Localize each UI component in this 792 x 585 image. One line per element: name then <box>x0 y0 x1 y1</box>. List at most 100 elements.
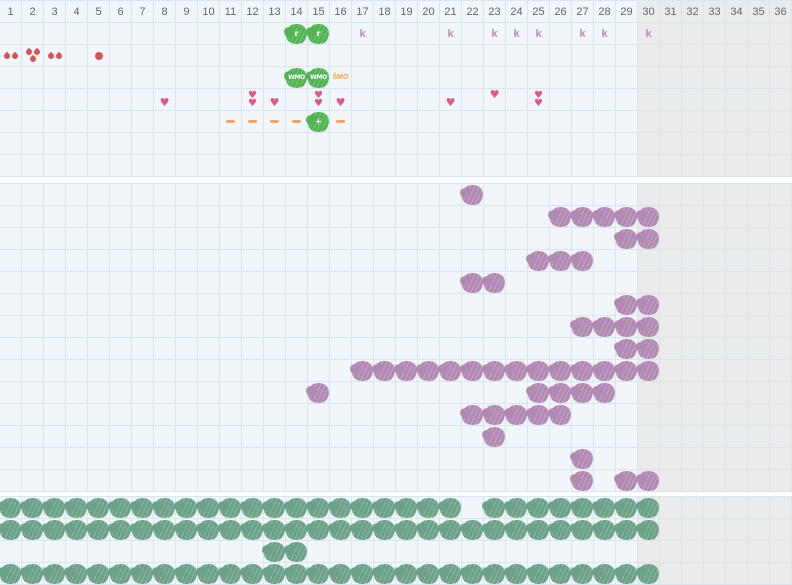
grid-cell[interactable] <box>550 382 572 404</box>
grid-cell[interactable] <box>528 382 550 404</box>
grid-cell[interactable] <box>308 563 330 585</box>
grid-cell[interactable] <box>330 111 352 133</box>
grid-cell[interactable] <box>308 382 330 404</box>
grid-cell[interactable] <box>528 360 550 382</box>
grid-cell[interactable]: ♥ ♥ <box>528 89 550 111</box>
grid-cell[interactable] <box>352 519 374 541</box>
grid-cell[interactable] <box>550 206 572 228</box>
grid-cell[interactable]: ♥ <box>484 89 506 111</box>
grid-cell[interactable] <box>88 45 110 67</box>
grid-cell[interactable]: k <box>352 23 374 45</box>
grid-cell[interactable] <box>594 382 616 404</box>
grid-cell[interactable]: ♥ ♥ <box>242 89 264 111</box>
grid-cell[interactable] <box>396 497 418 519</box>
grid-cell[interactable] <box>22 563 44 585</box>
grid-cell[interactable] <box>572 316 594 338</box>
grid-cell[interactable] <box>528 563 550 585</box>
grid-cell[interactable] <box>88 519 110 541</box>
grid-cell[interactable] <box>132 563 154 585</box>
grid-cell[interactable] <box>154 497 176 519</box>
grid-cell[interactable] <box>550 360 572 382</box>
grid-cell[interactable] <box>638 519 660 541</box>
grid-cell[interactable] <box>286 541 308 563</box>
grid-cell[interactable] <box>616 563 638 585</box>
grid-cell[interactable] <box>506 404 528 426</box>
grid-cell[interactable] <box>44 45 66 67</box>
grid-cell[interactable] <box>66 563 88 585</box>
grid-cell[interactable]: ŚMO <box>330 67 352 89</box>
grid-cell[interactable] <box>88 563 110 585</box>
grid-cell[interactable] <box>352 497 374 519</box>
grid-cell[interactable] <box>616 360 638 382</box>
grid-cell[interactable] <box>176 497 198 519</box>
grid-cell[interactable] <box>308 497 330 519</box>
grid-cell[interactable] <box>594 360 616 382</box>
grid-cell[interactable] <box>616 294 638 316</box>
grid-cell[interactable] <box>484 360 506 382</box>
grid-cell[interactable] <box>484 563 506 585</box>
grid-cell[interactable]: ♥ <box>154 89 176 111</box>
grid-cell[interactable] <box>572 360 594 382</box>
grid-cell[interactable] <box>22 45 44 67</box>
grid-cell[interactable] <box>638 228 660 250</box>
grid-cell[interactable] <box>616 228 638 250</box>
grid-cell[interactable] <box>198 519 220 541</box>
grid-cell[interactable] <box>638 294 660 316</box>
grid-cell[interactable] <box>616 206 638 228</box>
grid-cell[interactable] <box>528 519 550 541</box>
grid-cell[interactable]: r <box>286 23 308 45</box>
grid-cell[interactable] <box>484 426 506 448</box>
grid-cell[interactable] <box>264 541 286 563</box>
grid-cell[interactable] <box>44 519 66 541</box>
grid-cell[interactable] <box>66 497 88 519</box>
grid-cell[interactable] <box>242 497 264 519</box>
grid-cell[interactable] <box>638 470 660 492</box>
grid-cell[interactable] <box>110 519 132 541</box>
grid-cell[interactable] <box>220 563 242 585</box>
grid-cell[interactable] <box>528 250 550 272</box>
grid-cell[interactable] <box>440 563 462 585</box>
grid-cell[interactable] <box>154 519 176 541</box>
grid-cell[interactable] <box>110 563 132 585</box>
grid-cell[interactable] <box>550 563 572 585</box>
grid-cell[interactable] <box>616 316 638 338</box>
grid-cell[interactable] <box>396 360 418 382</box>
grid-cell[interactable] <box>550 497 572 519</box>
grid-cell[interactable] <box>264 497 286 519</box>
grid-cell[interactable] <box>572 497 594 519</box>
grid-cell[interactable] <box>242 111 264 133</box>
grid-cell[interactable] <box>594 206 616 228</box>
grid-cell[interactable] <box>638 497 660 519</box>
grid-cell[interactable]: ♥ <box>264 89 286 111</box>
grid-cell[interactable] <box>286 563 308 585</box>
grid-cell[interactable] <box>132 497 154 519</box>
grid-cell[interactable] <box>550 404 572 426</box>
grid-cell[interactable] <box>418 497 440 519</box>
grid-cell[interactable] <box>638 338 660 360</box>
grid-cell[interactable] <box>638 206 660 228</box>
grid-cell[interactable]: k <box>528 23 550 45</box>
grid-cell[interactable]: k <box>440 23 462 45</box>
grid-cell[interactable] <box>308 519 330 541</box>
grid-cell[interactable] <box>418 563 440 585</box>
grid-cell[interactable] <box>594 316 616 338</box>
grid-cell[interactable] <box>132 519 154 541</box>
grid-cell[interactable] <box>22 519 44 541</box>
grid-cell[interactable] <box>352 360 374 382</box>
grid-cell[interactable] <box>506 360 528 382</box>
grid-cell[interactable] <box>220 111 242 133</box>
grid-cell[interactable] <box>440 519 462 541</box>
grid-cell[interactable]: ♥ <box>330 89 352 111</box>
grid-cell[interactable] <box>506 497 528 519</box>
grid-cell[interactable] <box>264 519 286 541</box>
grid-cell[interactable] <box>242 519 264 541</box>
grid-cell[interactable] <box>550 250 572 272</box>
grid-cell[interactable] <box>484 404 506 426</box>
grid-cell[interactable]: ♥ ♥ <box>308 89 330 111</box>
grid-cell[interactable] <box>286 111 308 133</box>
grid-cell[interactable] <box>616 519 638 541</box>
grid-cell[interactable] <box>462 184 484 206</box>
grid-cell[interactable] <box>220 519 242 541</box>
grid-cell[interactable] <box>66 45 88 67</box>
grid-cell[interactable] <box>594 497 616 519</box>
